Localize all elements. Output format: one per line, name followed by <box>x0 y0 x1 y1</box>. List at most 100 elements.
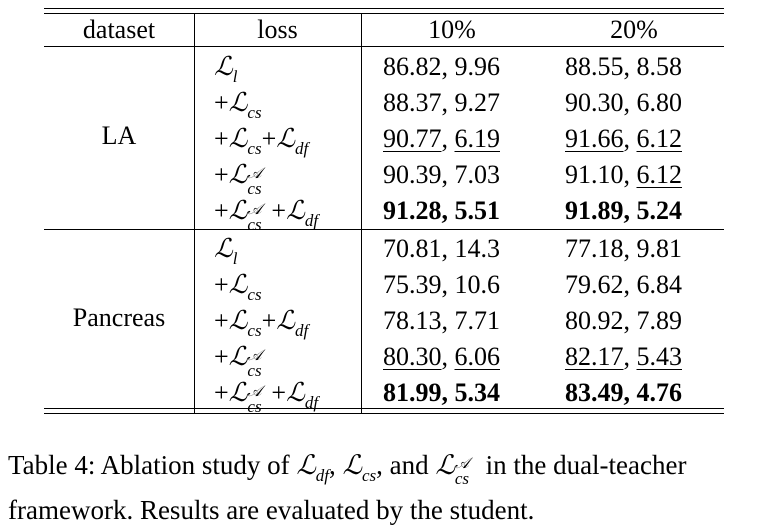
metric-dice: 88.37 <box>383 88 442 117</box>
metric-dice: 83.49 <box>565 378 624 407</box>
table-caption: Table 4: Ablation study of ℒdf, ℒcs, and… <box>8 448 760 527</box>
group-rule <box>44 229 724 231</box>
loss-cell: +ℒcs+ℒdf <box>214 306 309 340</box>
col-divider-1 <box>194 13 196 413</box>
metric-separator: , <box>623 124 637 153</box>
metric-hd: 7.89 <box>636 306 683 335</box>
loss-cell: +ℒcs <box>214 88 262 122</box>
metric-dice: 90.39 <box>383 160 442 189</box>
metric-hd: 5.34 <box>454 378 501 407</box>
metric-hd: 6.12 <box>636 160 683 189</box>
header-rule <box>44 46 724 48</box>
loss-cell: +ℒcs+ℒdf <box>214 124 309 158</box>
caption-sub-cs: cs <box>361 466 377 485</box>
metric-hd: 6.19 <box>454 124 501 153</box>
metric-separator: , <box>623 52 637 81</box>
metric-dice: 80.30 <box>383 342 442 371</box>
loss-cell: ℒl <box>214 52 238 86</box>
value-cell-c20: 82.17, 5.43 <box>565 342 682 372</box>
metric-dice: 91.66 <box>565 124 624 153</box>
value-cell-c10: 88.37, 9.27 <box>383 88 500 118</box>
metric-dice: 77.18 <box>565 234 624 263</box>
metric-hd: 5.51 <box>454 196 501 225</box>
caption-sep-2: , and <box>376 450 436 480</box>
value-cell-c20: 88.55, 8.58 <box>565 52 682 82</box>
caption-sub-df: df <box>315 466 330 485</box>
metric-separator: , <box>441 196 455 225</box>
metric-separator: , <box>441 88 455 117</box>
dataset-la: LA <box>101 121 137 150</box>
metric-separator: , <box>623 306 637 335</box>
metric-hd: 10.6 <box>454 270 501 299</box>
metric-separator: , <box>623 378 637 407</box>
value-cell-c10: 91.28, 5.51 <box>383 196 500 226</box>
header-20pct: 20% <box>610 15 658 44</box>
value-cell-c10: 90.77, 6.19 <box>383 124 500 154</box>
metric-hd: 6.84 <box>636 270 683 299</box>
caption-symbol-l2: ℒ <box>342 450 362 481</box>
value-cell-c20: 91.89, 5.24 <box>565 196 682 226</box>
col-divider-2 <box>361 13 363 413</box>
header-dataset: dataset <box>82 15 156 44</box>
metric-separator: , <box>441 52 455 81</box>
value-cell-c20: 79.62, 6.84 <box>565 270 682 300</box>
metric-separator: , <box>441 378 455 407</box>
value-cell-c10: 81.99, 5.34 <box>383 378 500 408</box>
caption-symbol-l: ℒ <box>296 450 316 481</box>
metric-separator: , <box>623 160 637 189</box>
metric-dice: 70.81 <box>383 234 442 263</box>
metric-hd: 9.96 <box>454 52 501 81</box>
metric-dice: 75.39 <box>383 270 442 299</box>
value-cell-c20: 90.30, 6.80 <box>565 88 682 118</box>
metric-dice: 88.55 <box>565 52 624 81</box>
metric-hd: 14.3 <box>454 234 501 263</box>
metric-dice: 90.77 <box>383 124 442 153</box>
metric-separator: , <box>441 306 455 335</box>
metric-dice: 79.62 <box>565 270 624 299</box>
metric-dice: 78.13 <box>383 306 442 335</box>
metric-dice: 90.30 <box>565 88 624 117</box>
metric-separator: , <box>623 88 637 117</box>
header-10pct: 10% <box>428 15 476 44</box>
metric-dice: 91.10 <box>565 160 624 189</box>
metric-hd: 9.27 <box>454 88 501 117</box>
top-rule-2 <box>44 13 724 15</box>
metric-hd: 6.12 <box>636 124 683 153</box>
value-cell-c20: 91.66, 6.12 <box>565 124 682 154</box>
metric-hd: 8.58 <box>636 52 683 81</box>
value-cell-c10: 86.82, 9.96 <box>383 52 500 82</box>
metric-hd: 4.76 <box>636 378 683 407</box>
bottom-rule-1 <box>44 408 724 410</box>
metric-hd: 5.43 <box>636 342 683 371</box>
bottom-rule-2 <box>44 413 724 415</box>
metric-dice: 82.17 <box>565 342 624 371</box>
metric-separator: , <box>441 234 455 263</box>
metric-hd: 7.71 <box>454 306 501 335</box>
loss-cell: +ℒcs <box>214 270 262 304</box>
caption-text-1: Table 4: Ablation study of <box>8 450 297 480</box>
metric-dice: 91.89 <box>565 196 624 225</box>
caption-symbol-l3: ℒ <box>435 450 455 481</box>
metric-separator: , <box>441 270 455 299</box>
caption-sep-1: , <box>329 450 343 480</box>
loss-cell: ℒl <box>214 234 238 268</box>
value-cell-c10: 70.81, 14.3 <box>383 234 500 264</box>
metric-hd: 6.80 <box>636 88 683 117</box>
metric-separator: , <box>623 196 637 225</box>
value-cell-c20: 80.92, 7.89 <box>565 306 682 336</box>
value-cell-c10: 78.13, 7.71 <box>383 306 500 336</box>
metric-separator: , <box>441 160 455 189</box>
value-cell-c20: 77.18, 9.81 <box>565 234 682 264</box>
metric-hd: 7.03 <box>454 160 501 189</box>
metric-dice: 81.99 <box>383 378 442 407</box>
header-loss: loss <box>257 15 298 44</box>
value-cell-c20: 83.49, 4.76 <box>565 378 682 408</box>
dataset-pancreas: Pancreas <box>72 303 166 332</box>
top-rule-1 <box>44 8 724 10</box>
value-cell-c20: 91.10, 6.12 <box>565 160 682 190</box>
metric-dice: 80.92 <box>565 306 624 335</box>
